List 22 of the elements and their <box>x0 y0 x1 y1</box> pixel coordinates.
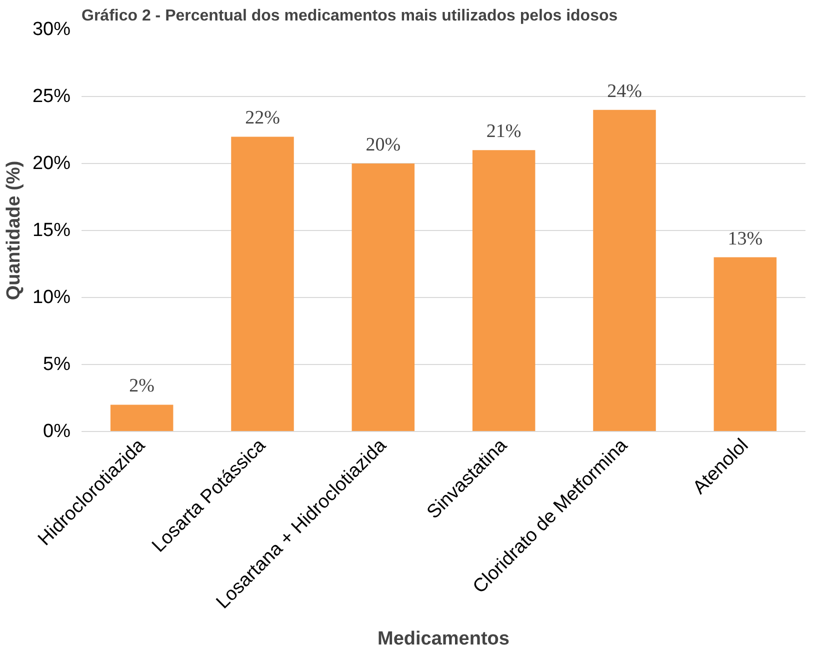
y-tick-label: 30% <box>32 19 71 40</box>
y-tick-label: 10% <box>32 287 71 308</box>
data-label: 24% <box>607 80 642 102</box>
x-axis-title: Medicamentos <box>378 628 510 650</box>
data-label: 21% <box>486 121 522 142</box>
data-label: 2% <box>129 376 155 397</box>
bar <box>472 150 536 432</box>
bar <box>352 164 415 432</box>
data-label: 13% <box>728 228 763 250</box>
y-tick-label: 20% <box>32 153 71 174</box>
bar <box>593 110 656 432</box>
bar <box>231 136 294 432</box>
bar <box>714 257 777 432</box>
y-tick-label: 0% <box>43 421 71 442</box>
data-label: 20% <box>366 134 401 156</box>
data-label: 22% <box>245 108 280 129</box>
y-tick-label: 25% <box>32 86 71 107</box>
y-axis-title: Quantidade (%) <box>3 160 24 300</box>
chart-title: Gráfico 2 - Percentual dos medicamentos mais utilizados pelos idosos <box>82 8 618 24</box>
y-tick-label: 15% <box>32 220 71 241</box>
bar <box>110 404 174 432</box>
y-tick-label: 5% <box>43 354 71 375</box>
